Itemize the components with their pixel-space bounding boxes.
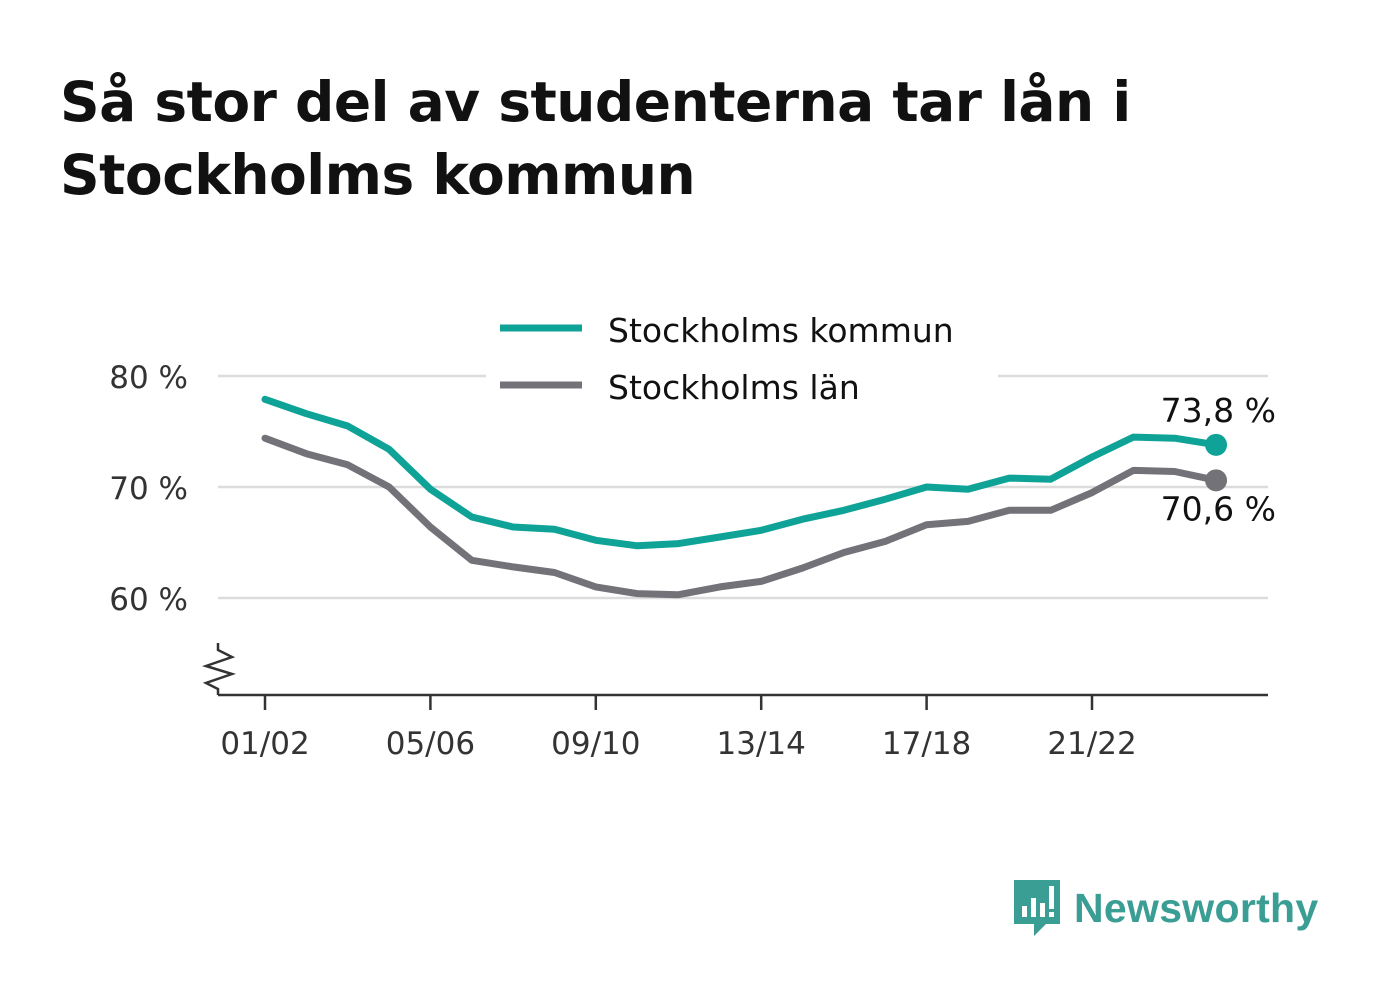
axis-break-icon	[201, 643, 237, 695]
end-label-kommun: 73,8 %	[1161, 391, 1276, 430]
end-point-kommun	[1205, 433, 1228, 456]
x-tick-label: 17/18	[882, 726, 971, 762]
newsworthy-brand: Newsworthy	[1012, 878, 1319, 938]
gridlines	[218, 374, 1268, 600]
y-tick-label: 60 %	[109, 582, 188, 618]
y-tick-label: 70 %	[109, 471, 188, 507]
legend-label-lan: Stockholms län	[608, 368, 860, 407]
x-tick-label: 01/02	[220, 726, 309, 762]
x-tick-label: 21/22	[1047, 726, 1136, 762]
brand-name: Newsworthy	[1074, 884, 1319, 931]
series-line-lan	[261, 434, 1220, 599]
x-tick-label: 09/10	[551, 726, 640, 762]
y-tick-label: 80 %	[109, 360, 188, 396]
series-line-kommun	[261, 395, 1220, 550]
legend: Stockholms kommun Stockholms län	[486, 311, 998, 407]
x-axis	[201, 643, 1268, 697]
end-label-lan: 70,6 %	[1161, 489, 1276, 528]
legend-label-kommun: Stockholms kommun	[608, 311, 954, 350]
chart-title: Så stor del av studenterna tar lån i Sto…	[60, 70, 1131, 207]
end-point-lan	[1205, 469, 1228, 492]
y-axis-labels: 60 % 70 % 80 %	[109, 360, 188, 618]
x-tick-label: 05/06	[386, 726, 475, 762]
series-lines	[261, 395, 1228, 599]
newsworthy-logo-icon	[1014, 880, 1060, 936]
end-labels: 73,8 % 70,6 %	[1161, 391, 1276, 529]
x-axis-ticks: 01/02 05/06 09/10 13/14 17/18 21/22	[220, 695, 1137, 762]
x-tick-label: 13/14	[717, 726, 806, 762]
